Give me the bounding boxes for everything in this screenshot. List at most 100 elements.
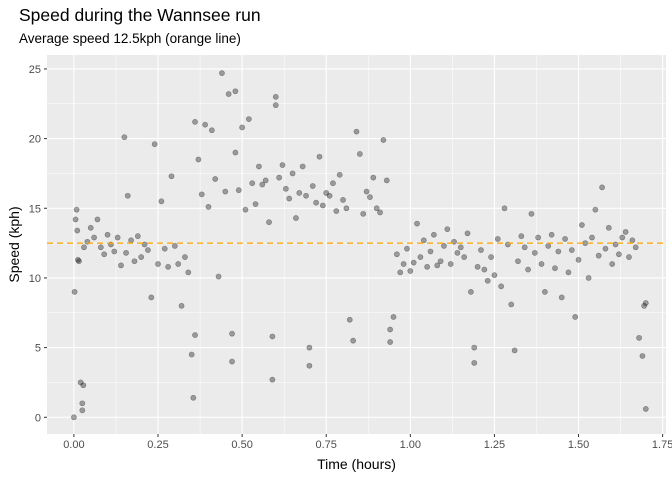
data-point — [518, 233, 525, 240]
data-point — [72, 216, 79, 223]
data-point — [515, 258, 521, 265]
data-point — [427, 248, 434, 255]
data-point — [430, 231, 437, 238]
data-point — [370, 174, 377, 181]
data-point — [124, 192, 131, 199]
data-point — [75, 256, 81, 263]
data-point — [101, 251, 108, 258]
data-point — [457, 244, 464, 251]
x-tick-label: 0.75 — [316, 439, 337, 451]
data-point — [605, 224, 612, 231]
data-point — [178, 302, 185, 309]
data-point — [91, 234, 97, 241]
data-point — [478, 247, 484, 253]
data-point — [182, 254, 188, 260]
x-tick-label: 1.00 — [400, 439, 421, 451]
data-point — [498, 283, 505, 290]
data-point — [256, 163, 262, 170]
data-point — [242, 206, 249, 213]
y-tick-label: 15 — [29, 203, 41, 215]
data-point — [471, 360, 478, 366]
data-point — [377, 209, 383, 216]
data-point — [471, 344, 478, 351]
major-gridlines — [47, 55, 666, 434]
data-point — [81, 244, 87, 251]
data-point — [185, 269, 192, 276]
data-point — [212, 176, 219, 182]
data-point — [508, 301, 515, 308]
data-point — [346, 316, 353, 323]
data-point — [552, 265, 558, 272]
y-tick-label: 10 — [29, 273, 41, 285]
data-point — [73, 206, 80, 213]
data-point — [175, 261, 182, 267]
data-point — [353, 128, 360, 135]
data-point — [87, 224, 94, 231]
data-point — [94, 216, 101, 223]
data-point — [642, 300, 649, 306]
data-point — [111, 248, 118, 255]
data-point — [491, 272, 498, 279]
data-point — [79, 407, 86, 414]
data-point — [525, 266, 531, 273]
data-points — [71, 70, 649, 421]
data-point — [447, 261, 454, 267]
x-tick-label: 1.25 — [484, 439, 505, 451]
data-point — [538, 261, 545, 267]
data-point — [599, 184, 605, 191]
data-point — [313, 199, 320, 206]
data-point — [420, 237, 427, 244]
data-point — [165, 263, 172, 270]
y-tick-label: 5 — [35, 343, 41, 355]
data-point — [326, 192, 333, 199]
data-point — [404, 245, 410, 252]
data-point — [148, 294, 155, 301]
data-point — [158, 198, 165, 205]
data-point — [303, 192, 309, 199]
data-point — [192, 118, 198, 125]
data-point — [622, 229, 629, 235]
data-point — [97, 244, 104, 251]
data-point — [407, 268, 414, 274]
data-point — [417, 254, 424, 260]
data-point — [161, 245, 168, 252]
chart-subtitle: Average speed 12.5kph (orange line) — [19, 31, 241, 46]
data-point — [572, 314, 579, 320]
data-point — [128, 237, 135, 244]
data-point — [484, 277, 491, 284]
data-point — [390, 314, 397, 320]
data-point — [141, 241, 148, 248]
data-point — [380, 137, 387, 143]
data-point — [114, 234, 121, 241]
data-point — [568, 247, 575, 253]
data-point — [437, 258, 444, 265]
data-point — [229, 358, 235, 365]
data-point — [350, 337, 357, 344]
data-point — [215, 273, 222, 280]
data-point — [393, 251, 400, 258]
data-point — [151, 141, 158, 148]
x-tick-label: 0.25 — [147, 439, 168, 451]
data-point — [441, 242, 447, 249]
data-point — [562, 236, 568, 242]
y-axis-label: Speed (kph) — [6, 206, 22, 282]
x-tick-label: 0.50 — [231, 439, 252, 451]
data-point — [612, 241, 619, 248]
data-point — [333, 208, 340, 214]
data-point — [467, 288, 474, 295]
data-point — [575, 256, 582, 263]
x-axis-ticks: 0.00 0.25 0.50 0.75 1.00 1.25 1.50 1.75 — [63, 434, 672, 451]
data-point — [155, 261, 161, 267]
data-point — [299, 163, 306, 170]
data-point — [249, 180, 256, 187]
data-point — [444, 226, 451, 233]
data-point — [104, 231, 111, 238]
data-point — [595, 252, 602, 259]
data-point — [71, 288, 78, 295]
x-axis-label: Time (hours) — [317, 456, 396, 472]
data-point — [535, 234, 542, 241]
data-point — [481, 266, 488, 273]
data-point — [461, 254, 468, 260]
data-point — [74, 227, 81, 234]
data-point — [636, 334, 642, 341]
